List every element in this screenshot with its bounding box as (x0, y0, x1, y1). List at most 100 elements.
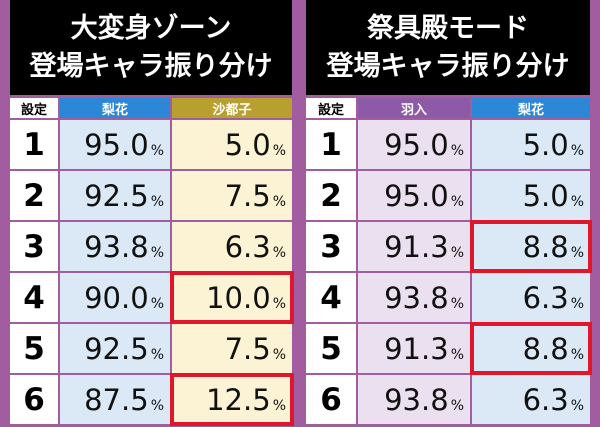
value: 5.0 (522, 127, 569, 162)
value-cell: 7.5% (172, 171, 292, 220)
value: 7.5 (224, 178, 271, 213)
unit: % (450, 346, 464, 363)
value: 91.3 (384, 229, 449, 264)
header-cell: 設定 (306, 98, 356, 118)
unit: % (150, 244, 164, 261)
value: 90.0 (84, 280, 149, 315)
title: 大変身ゾーン 登場キャラ振り分け (10, 0, 292, 95)
value: 92.5 (84, 178, 149, 213)
setting-cell: 3 (306, 222, 356, 271)
value-cell: 87.5% (60, 375, 170, 424)
setting-cell: 1 (306, 120, 356, 169)
title-line: 祭具殿モード (367, 12, 529, 44)
unit: % (570, 193, 584, 210)
value-cell: 93.8% (60, 222, 170, 271)
value: 10.0 (206, 280, 271, 315)
value-cell: 10.0% (170, 271, 294, 324)
value: 87.5 (84, 382, 149, 417)
unit: % (450, 142, 464, 159)
value: 95.0 (84, 127, 149, 162)
unit: % (150, 397, 164, 414)
table: 設定 羽入 梨花 1 95.0% 5.0% 2 95.0% 5.0% 3 91.3% 8.8% 4 93.… (306, 98, 592, 424)
setting-cell: 4 (10, 273, 58, 322)
value: 8.8 (522, 229, 569, 264)
value-cell: 5.0% (472, 120, 590, 169)
value-cell: 93.8% (358, 375, 470, 424)
unit: % (570, 346, 584, 363)
unit: % (272, 346, 286, 363)
value-cell: 8.8% (470, 220, 592, 273)
table-panel: 大変身ゾーン 登場キャラ振り分け 設定 梨花 沙都子 1 95.0% 5.0% 2 92.5%… (10, 0, 294, 427)
unit: % (570, 295, 584, 312)
setting-cell: 6 (306, 375, 356, 424)
title-line: 大変身ゾーン (70, 12, 232, 44)
value: 6.3 (224, 229, 271, 264)
value: 92.5 (84, 331, 149, 366)
unit: % (570, 244, 584, 261)
unit: % (450, 295, 464, 312)
header-cell: 沙都子 (172, 98, 292, 118)
setting-cell: 5 (10, 324, 58, 373)
setting-cell: 5 (306, 324, 356, 373)
unit: % (272, 397, 286, 414)
header-cell: 設定 (10, 98, 58, 118)
table: 設定 梨花 沙都子 1 95.0% 5.0% 2 92.5% 7.5% 3 93.8% 6.3% 4 90… (10, 98, 294, 426)
value-cell: 7.5% (172, 324, 292, 373)
unit: % (150, 295, 164, 312)
title-line: 登場キャラ振り分け (326, 50, 570, 82)
unit: % (272, 193, 286, 210)
value: 6.3 (522, 382, 569, 417)
unit: % (272, 295, 286, 312)
value-cell: 95.0% (60, 120, 170, 169)
value: 93.8 (84, 229, 149, 264)
setting-cell: 2 (10, 171, 58, 220)
value: 12.5 (206, 382, 271, 417)
value: 95.0 (384, 127, 449, 162)
value: 8.8 (522, 331, 569, 366)
value: 95.0 (384, 178, 449, 213)
header-cell: 梨花 (472, 98, 590, 118)
unit: % (150, 346, 164, 363)
setting-cell: 2 (306, 171, 356, 220)
value: 7.5 (224, 331, 271, 366)
setting-cell: 3 (10, 222, 58, 271)
unit: % (570, 397, 584, 414)
header-cell: 梨花 (60, 98, 170, 118)
value-cell: 5.0% (472, 171, 590, 220)
value: 5.0 (522, 178, 569, 213)
value-cell: 8.8% (470, 322, 592, 375)
unit: % (150, 193, 164, 210)
setting-cell: 6 (10, 375, 58, 424)
unit: % (150, 142, 164, 159)
setting-cell: 4 (306, 273, 356, 322)
value: 93.8 (384, 280, 449, 315)
value: 5.0 (224, 127, 271, 162)
value-cell: 95.0% (358, 171, 470, 220)
value-cell: 12.5% (170, 373, 294, 426)
title: 祭具殿モード 登場キャラ振り分け (306, 0, 590, 95)
unit: % (570, 142, 584, 159)
value-cell: 91.3% (358, 324, 470, 373)
value-cell: 6.3% (172, 222, 292, 271)
table-panel: 祭具殿モード 登場キャラ振り分け 設定 羽入 梨花 1 95.0% 5.0% 2 95.0% 5… (306, 0, 592, 427)
value: 93.8 (384, 382, 449, 417)
title-line: 登場キャラ振り分け (29, 50, 273, 82)
header-cell: 羽入 (358, 98, 470, 118)
value-cell: 92.5% (60, 324, 170, 373)
value-cell: 93.8% (358, 273, 470, 322)
value-cell: 6.3% (472, 375, 590, 424)
value: 91.3 (384, 331, 449, 366)
unit: % (272, 244, 286, 261)
value-cell: 95.0% (358, 120, 470, 169)
value-cell: 5.0% (172, 120, 292, 169)
unit: % (450, 244, 464, 261)
value-cell: 90.0% (60, 273, 170, 322)
value-cell: 6.3% (472, 273, 590, 322)
unit: % (450, 397, 464, 414)
setting-cell: 1 (10, 120, 58, 169)
unit: % (272, 142, 286, 159)
value: 6.3 (522, 280, 569, 315)
value-cell: 92.5% (60, 171, 170, 220)
value-cell: 91.3% (358, 222, 470, 271)
